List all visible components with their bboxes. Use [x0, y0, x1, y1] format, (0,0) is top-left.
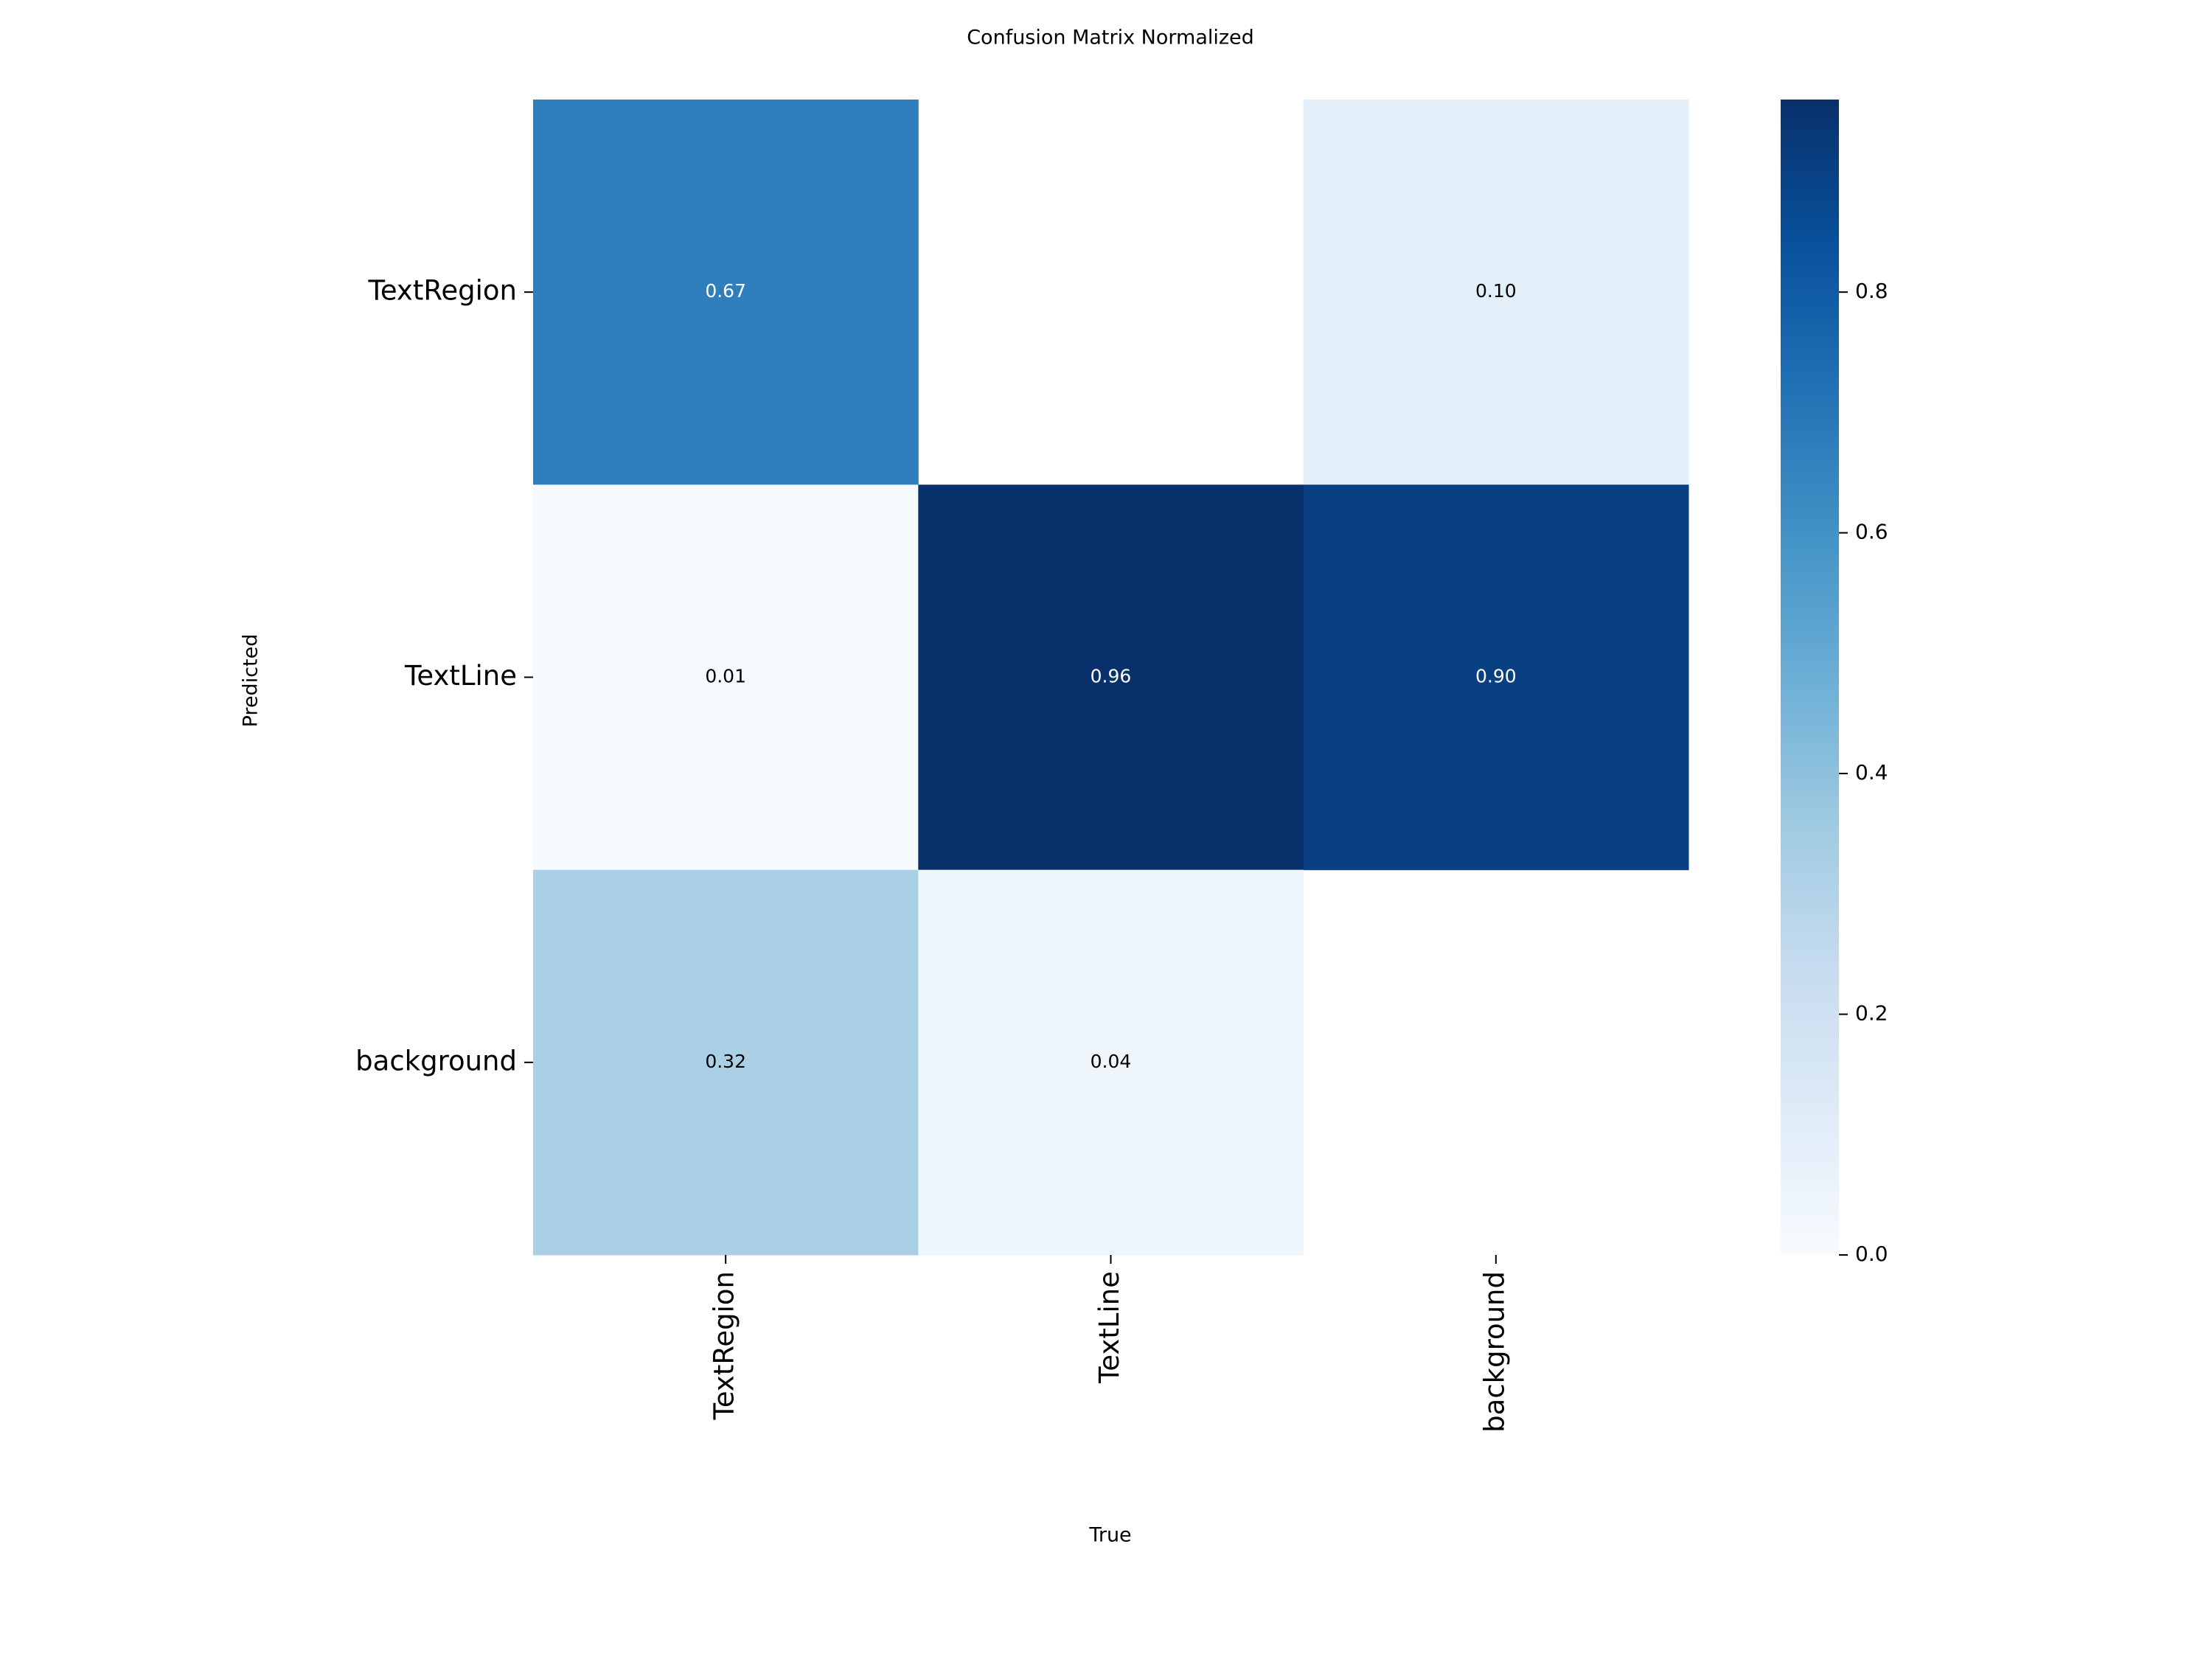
cell-label: 0.96: [1091, 666, 1132, 687]
colorbar-tick-label: 0.6: [1855, 520, 1888, 544]
colorbar-tick-label: 0.4: [1855, 760, 1888, 785]
y-tick-label: TextRegion: [368, 275, 518, 307]
cell-label: 0.90: [1475, 666, 1517, 687]
cell-label: 0.67: [705, 280, 746, 302]
y-tick-label: TextLine: [404, 660, 517, 692]
heatmap-cell: [533, 100, 919, 485]
cell-label: 0.04: [1091, 1051, 1132, 1072]
chart-title: Confusion Matrix Normalized: [967, 27, 1254, 49]
colorbar-tick-label: 0.8: [1855, 279, 1888, 303]
x-tick-label: TextLine: [1093, 1271, 1125, 1384]
cell-label: 0.10: [1475, 280, 1517, 302]
heatmap-cell: [918, 869, 1304, 1256]
y-tick-label: background: [355, 1045, 517, 1077]
x-axis-label: True: [1088, 1524, 1131, 1547]
cell-label: 0.32: [705, 1051, 746, 1072]
colorbar-tick-label: 0.2: [1855, 1001, 1888, 1026]
y-axis-label: Predicted: [240, 634, 262, 728]
heatmap-cell: [533, 869, 919, 1256]
heatmap-cell: [918, 484, 1304, 871]
colorbar: [1781, 100, 1839, 1255]
heatmap-cell: [1303, 484, 1689, 871]
heatmap-cell: [1303, 100, 1689, 485]
cell-label: 0.01: [705, 666, 746, 687]
heatmap-cell: [533, 484, 919, 871]
x-tick-label: background: [1478, 1271, 1510, 1433]
x-tick-label: TextRegion: [709, 1271, 740, 1421]
colorbar-tick-label: 0.0: [1855, 1242, 1888, 1266]
